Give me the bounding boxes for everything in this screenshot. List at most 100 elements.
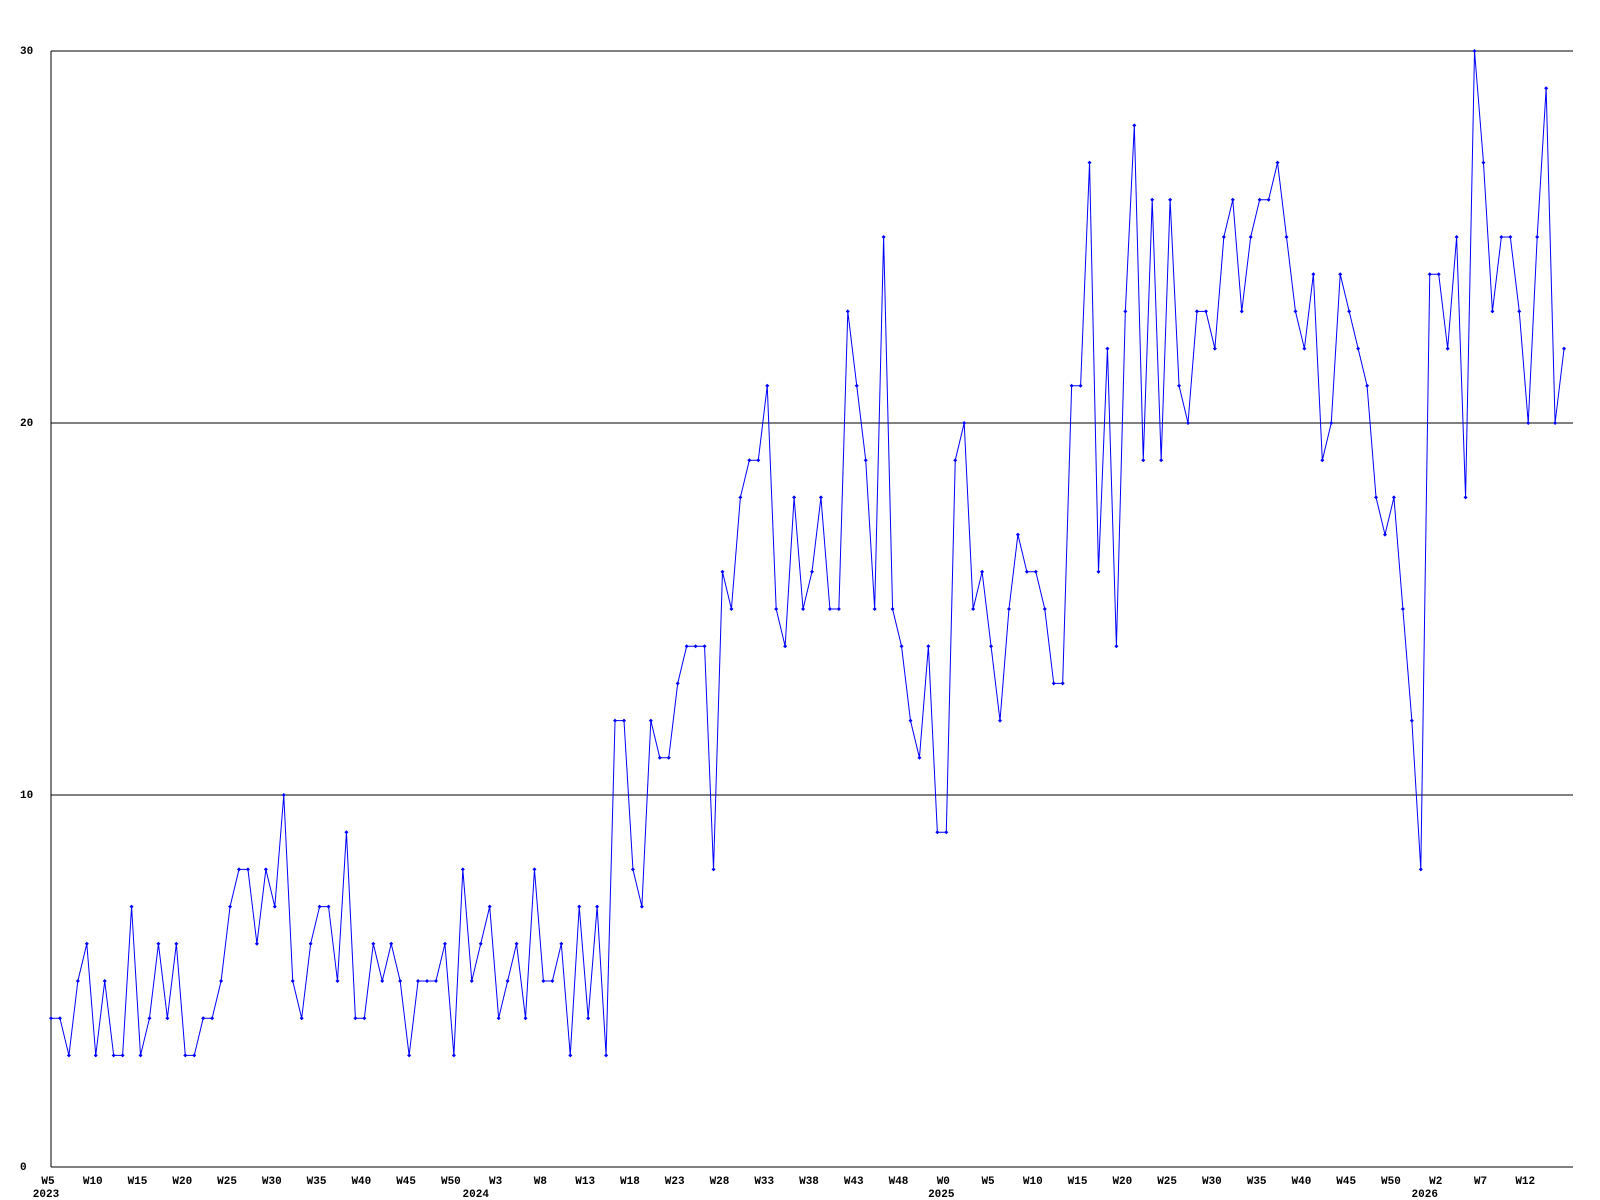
data-point [174,941,179,946]
data-point [129,904,134,909]
data-point [729,607,734,611]
x-tick-label: W35 [307,1176,327,1188]
data-point [1400,607,1405,611]
data-point [93,1053,98,1058]
data-point [720,569,725,574]
data-point [1347,309,1352,314]
data-point [917,755,922,760]
data-point [1186,421,1191,425]
data-point [308,941,313,946]
data-point [854,383,859,388]
x-tick-label: W20 [172,1176,192,1188]
data-point [1159,458,1164,463]
data-point [317,904,322,909]
data-point [1427,272,1432,277]
data-point [648,718,653,723]
data-point [272,904,277,909]
data-point [989,644,994,649]
data-point [1203,309,1208,314]
data-point [49,1016,53,1021]
x-tick-label: W2 [1429,1176,1442,1188]
x-tick-label: W43 [844,1176,864,1188]
data-point [371,941,376,946]
data-point [1042,607,1047,611]
data-point [899,644,904,649]
year-label: 2023 [33,1189,60,1200]
data-point [433,979,438,983]
data-point [326,904,331,909]
data-point [442,941,447,946]
x-tick-label: W10 [1023,1176,1043,1188]
x-tick-label: W20 [1112,1176,1132,1188]
data-point [469,979,474,983]
data-point [935,830,940,835]
data-point [451,1053,456,1058]
data-point [496,1016,501,1021]
data-point [299,1016,304,1021]
data-point [1499,235,1504,239]
data-point [783,644,788,649]
data-point [245,867,250,872]
data-point [890,607,895,611]
data-point [613,718,618,723]
x-tick-label: W0 [937,1176,950,1188]
data-point [962,421,967,425]
y-tick-label: 0 [20,1162,27,1174]
data-point [335,979,340,983]
year-label: 2025 [928,1189,955,1200]
data-point [1033,569,1038,574]
x-tick-label: W35 [1247,1176,1267,1188]
data-point [1436,272,1441,277]
data-point [165,1016,170,1021]
x-tick-label: W30 [262,1176,282,1188]
data-point [1266,197,1271,202]
data-point [604,1053,609,1058]
data-point [1517,309,1522,314]
data-point [1463,495,1468,500]
data-point [1105,346,1110,351]
data-point [1374,495,1379,500]
data-point [532,867,537,872]
data-point [621,718,626,723]
data-point [120,1053,125,1058]
data-point [1454,235,1459,239]
data-point [1445,346,1450,351]
data-point [1096,569,1101,574]
x-tick-label: W15 [128,1176,148,1188]
data-point [210,1016,215,1021]
data-point [460,867,465,872]
data-point [1087,160,1092,165]
data-point [1481,160,1486,165]
year-label: 2026 [1412,1189,1438,1200]
data-point [156,941,161,946]
x-tick-label: W40 [351,1176,371,1188]
x-tick-label: W50 [441,1176,461,1188]
data-point [523,1016,528,1021]
data-point [514,941,519,946]
data-point [416,979,421,983]
data-point [380,979,385,983]
data-point [693,644,698,649]
data-point [487,904,492,909]
x-tick-label: W30 [1202,1176,1222,1188]
x-tick-label: W38 [799,1176,819,1188]
data-point [228,904,233,909]
data-point [362,1016,367,1021]
x-tick-label: W28 [710,1176,730,1188]
data-point [1168,197,1173,202]
data-point [550,979,555,983]
data-point [407,1053,412,1058]
data-point [219,979,224,983]
data-point [872,607,877,611]
data-point [478,941,483,946]
data-point [1320,458,1325,463]
data-point [1069,383,1074,388]
data-point [1212,346,1217,351]
data-point [1123,309,1128,314]
data-point [702,644,707,649]
data-point [1257,197,1262,202]
data-point [711,867,716,872]
data-point [290,979,295,983]
